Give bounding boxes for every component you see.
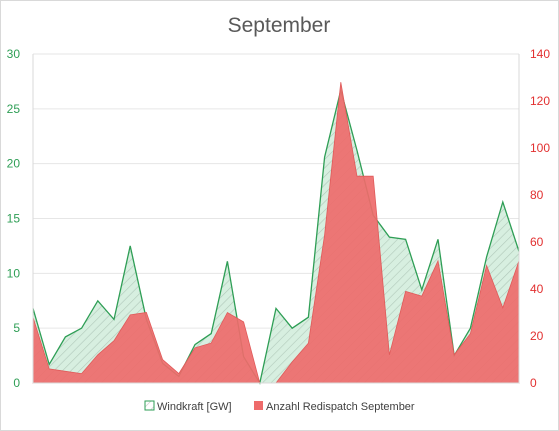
left-axis-ticks: 0 5 10 15 20 25 30 [7,47,21,390]
legend-swatch-windkraft [144,400,155,411]
left-tick-label: 20 [7,157,21,171]
right-tick-label: 80 [530,188,544,202]
left-tick-label: 30 [7,47,21,61]
series-area-windkraft [33,90,519,383]
left-tick-label: 5 [13,321,20,335]
right-tick-label: 0 [530,376,537,390]
left-tick-label: 25 [7,102,21,116]
axes [32,54,520,384]
series-layer [32,82,520,385]
chart-title: September [228,14,331,37]
right-tick-label: 20 [530,329,544,343]
left-tick-label: 15 [7,212,21,226]
left-tick-label: 0 [13,376,20,390]
right-tick-label: 140 [530,47,550,61]
series-line-windkraft [32,90,520,385]
left-tick-label: 10 [7,266,21,280]
legend-swatch-redispatch [254,401,263,410]
legend-label: Anzahl Redispatch September [266,401,415,413]
legend-label: Windkraft [GW] [157,401,232,413]
series-area-redispatch [32,82,520,384]
right-tick-label: 60 [530,235,544,249]
right-tick-label: 100 [530,141,550,155]
series-area-tint [33,90,519,383]
right-tick-label: 40 [530,282,544,296]
legend: Windkraft [GW] Anzahl Redispatch Septembe… [144,400,415,413]
right-tick-label: 120 [530,94,550,108]
right-axis-ticks: 0 20 40 60 80 100 120 140 [530,47,550,390]
